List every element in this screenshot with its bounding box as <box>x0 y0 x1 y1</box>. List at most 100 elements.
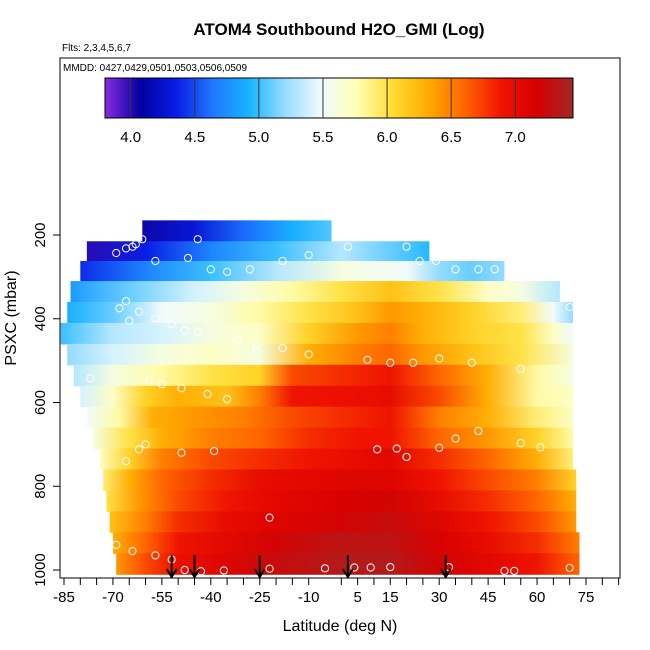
heatmap-band <box>60 322 573 345</box>
x-axis-label: Latitude (deg N) <box>283 618 398 635</box>
sample-point <box>180 565 189 575</box>
sample-point <box>134 445 144 454</box>
sample-point <box>474 265 483 274</box>
sample-point <box>223 395 232 404</box>
flights-note: Flts: 2,3,4,5,6,7 <box>62 43 131 54</box>
sample-point <box>134 307 144 316</box>
sample-point <box>415 256 424 266</box>
sample-point <box>350 563 359 572</box>
sample-point <box>167 320 176 329</box>
sample-point <box>386 562 395 572</box>
heatmap-band <box>80 260 505 282</box>
sample-point <box>536 443 545 452</box>
sample-point <box>265 513 274 522</box>
sample-point <box>366 563 375 572</box>
heatmap-band <box>80 385 573 408</box>
sample-point <box>115 304 124 313</box>
colorbar <box>104 77 574 119</box>
sample-point <box>304 251 313 260</box>
y-tick-label: 400 <box>32 306 49 331</box>
sample-point <box>320 564 330 573</box>
heatmap-band <box>106 490 577 512</box>
x-tick-label: -70 <box>102 589 124 606</box>
sample-point <box>219 566 228 575</box>
sample-point <box>565 563 574 573</box>
sample-point <box>431 256 441 266</box>
colorbar-tick-label: 6.0 <box>377 129 398 146</box>
sample-point <box>206 265 215 274</box>
sample-point <box>265 564 274 573</box>
sample-point <box>474 426 483 436</box>
heatmap-band <box>142 220 332 242</box>
sample-point <box>203 390 212 399</box>
y-axis-label: PSXC (mbar) <box>3 270 20 365</box>
sample-point <box>138 235 147 244</box>
sample-point <box>402 242 411 251</box>
x-tick-label: -25 <box>249 589 271 606</box>
heatmap-bands <box>60 220 580 575</box>
sample-point <box>363 355 372 364</box>
sample-point <box>76 251 85 260</box>
sample-point <box>386 358 395 367</box>
sample-point <box>128 547 137 556</box>
heatmap-band <box>103 469 577 492</box>
flight-arrow-head <box>188 568 201 579</box>
heatmap-band <box>99 448 573 471</box>
sample-point <box>392 444 401 453</box>
flight-arrows <box>165 555 452 579</box>
sample-point <box>278 256 287 266</box>
sample-point <box>151 256 160 266</box>
sample-points <box>76 235 574 576</box>
sample-point <box>245 265 255 274</box>
sample-point <box>451 434 460 443</box>
heatmap-band <box>70 281 560 303</box>
heatmap-band <box>86 241 430 262</box>
colorbar-tick-label: 7.0 <box>505 129 526 146</box>
sample-point <box>121 297 131 306</box>
sample-point <box>112 540 121 549</box>
sample-point <box>451 265 460 274</box>
sample-point <box>435 443 444 452</box>
flight-arrow-head <box>165 568 178 579</box>
sample-point <box>86 374 95 383</box>
x-tick-label: 75 <box>578 589 595 606</box>
sample-point <box>151 314 160 323</box>
sample-point <box>209 446 219 456</box>
x-tick-label: 5 <box>353 589 361 606</box>
sample-point <box>151 551 160 560</box>
plot-frame <box>59 57 621 579</box>
heatmap-band <box>67 302 573 324</box>
sample-point <box>278 343 287 353</box>
x-tick-label: 15 <box>382 589 399 606</box>
sample-point <box>177 448 186 457</box>
sample-point <box>500 566 509 575</box>
x-tick-label: 30 <box>431 589 448 606</box>
colorbar-tick-label: 4.0 <box>120 129 141 146</box>
sample-point <box>177 384 186 393</box>
sample-point <box>193 328 202 337</box>
y-tick-label: 200 <box>32 222 49 247</box>
sample-point <box>435 354 444 363</box>
sample-point <box>144 376 153 385</box>
sample-point <box>112 248 121 258</box>
x-tick-label: -55 <box>151 589 173 606</box>
sample-point <box>157 379 166 389</box>
sample-point <box>125 316 134 325</box>
chart-title: ATOM4 Southbound H2O_GMI (Log) <box>193 20 484 39</box>
sample-point <box>193 235 202 244</box>
heatmap-band <box>93 427 573 450</box>
sample-point <box>252 340 261 349</box>
sample-point <box>304 350 313 359</box>
sample-point <box>183 253 193 263</box>
colorbar-tick-label: 6.5 <box>441 129 462 146</box>
sample-point <box>402 452 411 462</box>
heatmap-band <box>112 532 580 554</box>
sample-point <box>565 302 574 312</box>
sample-point <box>490 265 499 274</box>
x-tick-label: -85 <box>53 589 75 606</box>
y-tick-label: 600 <box>32 390 49 415</box>
colorbar-tick-label: 4.5 <box>184 129 205 146</box>
colorbar-tick-label: 5.0 <box>248 129 269 146</box>
sample-point <box>223 267 232 276</box>
